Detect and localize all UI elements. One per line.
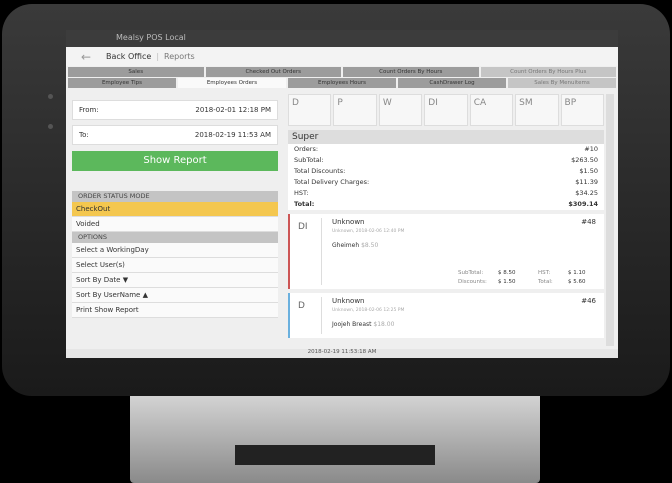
orders-row: Orders: #10 — [288, 144, 604, 155]
option-print-show-report[interactable]: Print Show Report — [72, 303, 278, 318]
discounts-row: Total Discounts: $1.50 — [288, 166, 604, 177]
type-ca[interactable]: CA — [469, 94, 514, 126]
label: Total Delivery Charges: — [294, 178, 370, 186]
to-label: To: — [79, 131, 89, 139]
label: Orders: — [294, 145, 319, 153]
type-w[interactable]: W — [378, 94, 423, 126]
sensor-dot — [48, 124, 53, 129]
delivery-row: Total Delivery Charges: $11.39 — [288, 177, 604, 188]
tablet-stand — [130, 390, 540, 483]
type-d[interactable]: D — [288, 94, 332, 126]
value: $34.25 — [575, 189, 598, 197]
tab-sales[interactable]: Sales — [68, 67, 204, 77]
label: Total: — [294, 200, 315, 208]
scrollbar[interactable] — [606, 94, 614, 346]
label: Total: — [538, 279, 553, 285]
total-row: Total: $309.14 — [288, 199, 604, 210]
hst-row: HST: $34.25 — [288, 188, 604, 199]
label: Discounts: — [458, 279, 487, 285]
item-price: $8.50 — [361, 242, 379, 249]
tabs-row-1: Sales Checked Out Orders Count Orders By… — [66, 67, 618, 77]
order-status-header: ORDER STATUS MODE — [72, 191, 278, 202]
tab-employee-tips[interactable]: Employee Tips — [68, 78, 176, 88]
value: $263.50 — [571, 156, 598, 164]
back-arrow-icon[interactable]: ← — [80, 49, 92, 64]
header-bar: ← Back Office | Reports — [66, 47, 618, 66]
employee-summary: Super Orders: #10 SubTotal: $263.50 Total … — [288, 130, 604, 210]
order-meta: Unknown, 2018-02-06 12:40 PM — [332, 229, 405, 234]
option-sort-by-date[interactable]: Sort By Date ▼ — [72, 273, 278, 288]
employee-name: Super — [288, 130, 604, 144]
value: $309.14 — [568, 200, 598, 208]
item-name: Joojeh Breast — [332, 321, 372, 328]
show-report-button[interactable]: Show Report — [72, 151, 278, 171]
type-bp[interactable]: BP — [560, 94, 604, 126]
order-card[interactable]: DI Unknown #48 Unknown, 2018-02-06 12:40… — [288, 214, 604, 289]
breadcrumb-reports: Reports — [164, 52, 195, 61]
to-value: 2018-02-19 11:53 AM — [194, 131, 271, 139]
status-checkout[interactable]: CheckOut — [72, 202, 278, 217]
from-label: From: — [79, 106, 99, 114]
option-select-workingday[interactable]: Select a WorkingDay — [72, 243, 278, 258]
type-sm[interactable]: SM — [515, 94, 559, 126]
label: SubTotal: — [458, 270, 484, 276]
order-type-filters: D P W DI CA SM BP — [288, 94, 604, 126]
value: $ 1.50 — [498, 279, 516, 285]
option-sort-by-username[interactable]: Sort By UserName ▲ — [72, 288, 278, 303]
value: $1.50 — [579, 167, 598, 175]
order-customer: Unknown — [332, 297, 365, 305]
tab-sales-by-menuitems[interactable]: Sales By Menuitems — [508, 78, 616, 88]
from-value: 2018-02-01 12:18 PM — [195, 106, 271, 114]
to-date-field[interactable]: To: 2018-02-19 11:53 AM — [72, 125, 278, 145]
order-card[interactable]: D Unknown #46 Unknown, 2018-02-06 12:25 … — [288, 293, 604, 338]
status-bar-timestamp: 2018-02-19 11:53:18 AM — [66, 349, 618, 358]
value: $ 1.10 — [568, 270, 586, 276]
order-customer: Unknown — [332, 218, 365, 226]
label: HST: — [538, 270, 551, 276]
value: #10 — [584, 145, 598, 153]
label: HST: — [294, 189, 309, 197]
tab-employees-hours[interactable]: Employees Hours — [288, 78, 396, 88]
subtotal-row: SubTotal: $263.50 — [288, 155, 604, 166]
value: $ 5.60 — [568, 279, 586, 285]
order-type: D — [290, 297, 322, 334]
order-totals: SubTotal: $ 8.50 HST: $ 1.10 Discounts: $ 1… — [458, 270, 598, 285]
type-di[interactable]: DI — [424, 94, 468, 126]
tab-checked-out-orders[interactable]: Checked Out Orders — [205, 67, 341, 77]
filter-panel: From: 2018-02-01 12:18 PM To: 2018-02-19 1… — [72, 100, 278, 348]
camera-dot — [48, 94, 53, 99]
tab-employees-orders[interactable]: Employees Orders — [178, 78, 286, 88]
status-voided[interactable]: Voided — [72, 217, 278, 232]
order-number: #46 — [581, 297, 596, 305]
value: $11.39 — [575, 178, 598, 186]
breadcrumb-back-office[interactable]: Back Office — [106, 52, 152, 61]
label: Total Discounts: — [294, 167, 346, 175]
title-bar: Mealsy POS Local — [66, 30, 618, 47]
pos-screen: Mealsy POS Local ← Back Office | Reports… — [66, 30, 618, 358]
order-meta: Unknown, 2018-02-06 12:25 PM — [332, 308, 405, 313]
tab-count-orders-by-hours-plus[interactable]: Count Orders By Hours Plus — [480, 67, 616, 77]
stand-slot — [235, 445, 435, 465]
tab-count-orders-by-hours[interactable]: Count Orders By Hours — [343, 67, 479, 77]
tab-cashdrawer-log[interactable]: CashDrawer Log — [398, 78, 506, 88]
from-date-field[interactable]: From: 2018-02-01 12:18 PM — [72, 100, 278, 120]
value: $ 8.50 — [498, 270, 516, 276]
type-p[interactable]: P — [333, 94, 377, 126]
order-type: DI — [290, 218, 322, 285]
report-panel: D P W DI CA SM BP Super Orders: #10 SubTo… — [288, 94, 604, 348]
breadcrumb-divider: | — [156, 52, 160, 61]
tabs-row-2: Employee Tips Employees Orders Employees… — [66, 78, 618, 88]
item-name: Gheimeh — [332, 242, 360, 249]
option-select-users[interactable]: Select User(s) — [72, 258, 278, 273]
order-number: #48 — [581, 218, 596, 226]
item-price: $18.00 — [373, 321, 395, 328]
label: SubTotal: — [294, 156, 324, 164]
options-header: OPTIONS — [72, 232, 278, 243]
